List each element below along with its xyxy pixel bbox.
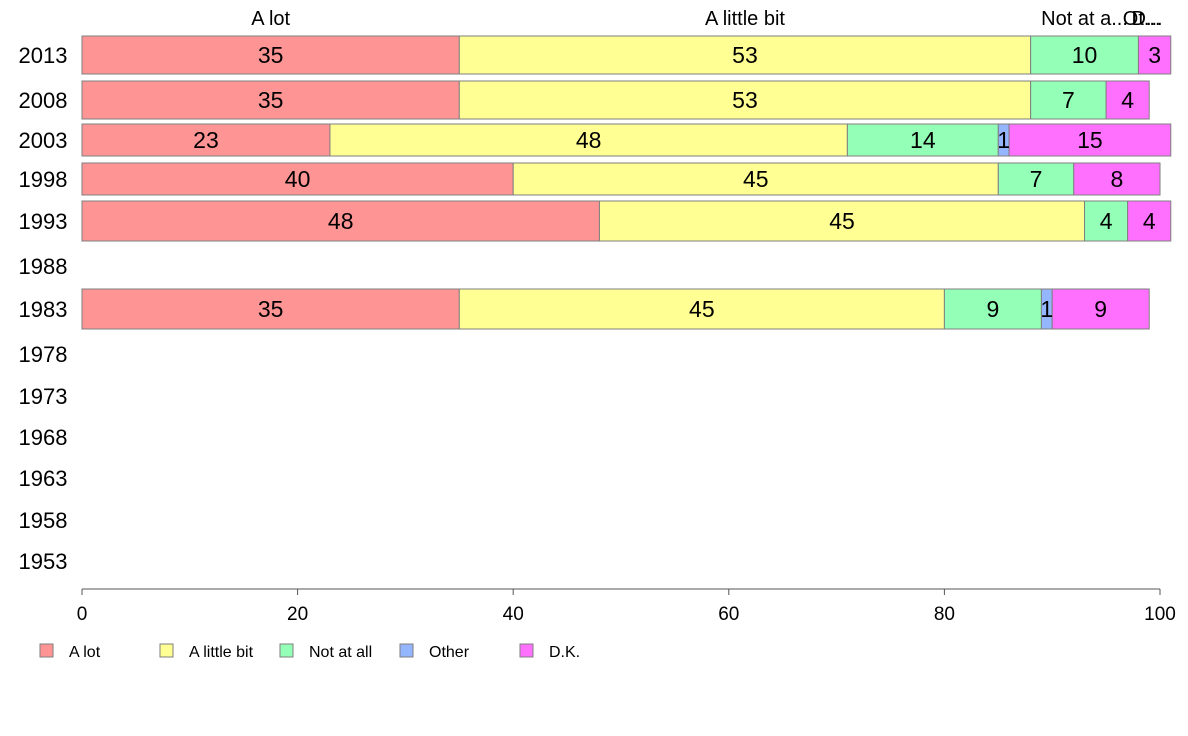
y-label-1998: 1998 xyxy=(19,167,68,192)
bar-label-1993-2: 4 xyxy=(1100,208,1113,234)
top-label-4: D... xyxy=(1132,8,1163,30)
bar-1998-4 xyxy=(1073,162,1161,196)
top-label-0: A lot xyxy=(251,8,290,30)
bar-1983-4 xyxy=(1051,288,1150,330)
y-label-1968: 1968 xyxy=(19,425,68,450)
bar-2003-0 xyxy=(81,123,331,157)
segment-labels: 35 53 10 3 35 53 7 4 23 48 14 1 15 40 45 7 8 48 45 4 4 35 45 9 1… xyxy=(193,42,1161,322)
bar-1983-2 xyxy=(943,288,1042,330)
top-labels: A lot A little bit Not at a...Ot...D... xyxy=(251,8,1162,30)
bar-1983-1 xyxy=(458,288,945,330)
bar-1998-1 xyxy=(512,162,999,196)
legend-label-3: Other xyxy=(429,644,470,661)
legend-swatch-0 xyxy=(39,643,54,658)
bar-label-1983-2: 9 xyxy=(987,296,1000,322)
x-tick-label-100: 100 xyxy=(1144,604,1176,625)
y-axis-labels: 2013 2008 2003 1998 1993 1988 1983 1978 1973 1968… xyxy=(19,43,68,574)
bar-label-1983-1: 45 xyxy=(689,296,715,322)
y-label-1993: 1993 xyxy=(19,209,68,234)
legend-label-1: A little bit xyxy=(189,644,254,661)
y-label-1973: 1973 xyxy=(19,384,68,409)
bar-label-1983-0: 35 xyxy=(258,296,284,322)
bar-label-1993-1: 45 xyxy=(829,208,855,234)
bar-label-2008-1: 53 xyxy=(732,87,758,113)
bar-2003-1 xyxy=(329,123,848,157)
y-label-1988: 1988 xyxy=(19,254,68,279)
bar-1993-2 xyxy=(1084,200,1129,242)
y-label-2013: 2013 xyxy=(19,43,68,68)
bar-label-1998-0: 40 xyxy=(285,166,311,192)
y-label-1958: 1958 xyxy=(19,508,68,533)
legend-label-2: Not at all xyxy=(309,644,372,661)
bar-1993-1 xyxy=(598,200,1086,242)
x-tick-label-20: 20 xyxy=(287,604,308,625)
y-label-1978: 1978 xyxy=(19,342,68,367)
bar-label-2003-3: 1 xyxy=(997,127,1010,153)
top-label-3: Ot... xyxy=(1123,8,1161,30)
y-label-1953: 1953 xyxy=(19,549,68,574)
bar-label-2013-0: 35 xyxy=(258,42,284,68)
legend-swatch-4 xyxy=(519,643,534,658)
y-label-2008: 2008 xyxy=(19,88,68,113)
bar-2008-4 xyxy=(1105,80,1150,120)
bar-2003-2 xyxy=(846,123,999,157)
x-axis: 0 20 40 60 80 100 xyxy=(77,588,1176,625)
legend-swatch-1 xyxy=(159,643,174,658)
bar-label-2008-2: 7 xyxy=(1062,87,1075,113)
bar-label-1983-3: 1 xyxy=(1040,296,1053,322)
bar-2008-0 xyxy=(81,80,460,120)
bar-label-2003-1: 48 xyxy=(576,127,602,153)
y-label-2003: 2003 xyxy=(19,128,68,153)
bar-label-1983-4: 9 xyxy=(1094,296,1107,322)
bar-label-2003-4: 15 xyxy=(1077,127,1103,153)
bar-label-1998-2: 7 xyxy=(1030,166,1043,192)
bar-1998-0 xyxy=(81,162,514,196)
bar-2008-2 xyxy=(1030,80,1107,120)
bar-2013-1 xyxy=(458,35,1032,75)
bar-label-2008-4: 4 xyxy=(1121,87,1134,113)
bar-label-2003-0: 23 xyxy=(193,127,219,153)
x-tick-label-80: 80 xyxy=(934,604,955,625)
top-label-1: A little bit xyxy=(705,8,785,30)
bar-label-2003-2: 14 xyxy=(910,127,936,153)
legend-label-4: D.K. xyxy=(549,644,580,661)
top-label-2: Not at a... xyxy=(1041,8,1128,30)
bar-label-1993-4: 4 xyxy=(1143,208,1156,234)
bar-2013-4 xyxy=(1137,35,1172,75)
bar-label-1998-4: 8 xyxy=(1110,166,1123,192)
bar-label-2008-0: 35 xyxy=(258,87,284,113)
x-tick-label-40: 40 xyxy=(503,604,524,625)
bar-label-2013-1: 53 xyxy=(732,42,758,68)
x-tick-label-0: 0 xyxy=(77,604,88,625)
legend: A lot A little bit Not at all Other D.K. xyxy=(39,643,580,661)
y-label-1963: 1963 xyxy=(19,466,68,491)
bar-1998-2 xyxy=(997,162,1075,196)
y-label-1983: 1983 xyxy=(19,297,68,322)
bar-1993-4 xyxy=(1127,200,1172,242)
bar-label-1998-1: 45 xyxy=(743,166,769,192)
bars xyxy=(81,35,1172,330)
legend-swatch-2 xyxy=(279,643,294,658)
x-tick-label-60: 60 xyxy=(718,604,739,625)
bar-2003-4 xyxy=(1008,123,1172,157)
bar-2008-1 xyxy=(458,80,1032,120)
bar-1993-0 xyxy=(81,200,600,242)
bar-label-2013-4: 3 xyxy=(1148,42,1161,68)
legend-swatch-3 xyxy=(399,643,414,658)
bar-label-2013-2: 10 xyxy=(1072,42,1098,68)
bar-label-1993-0: 48 xyxy=(328,208,354,234)
legend-label-0: A lot xyxy=(69,644,101,661)
